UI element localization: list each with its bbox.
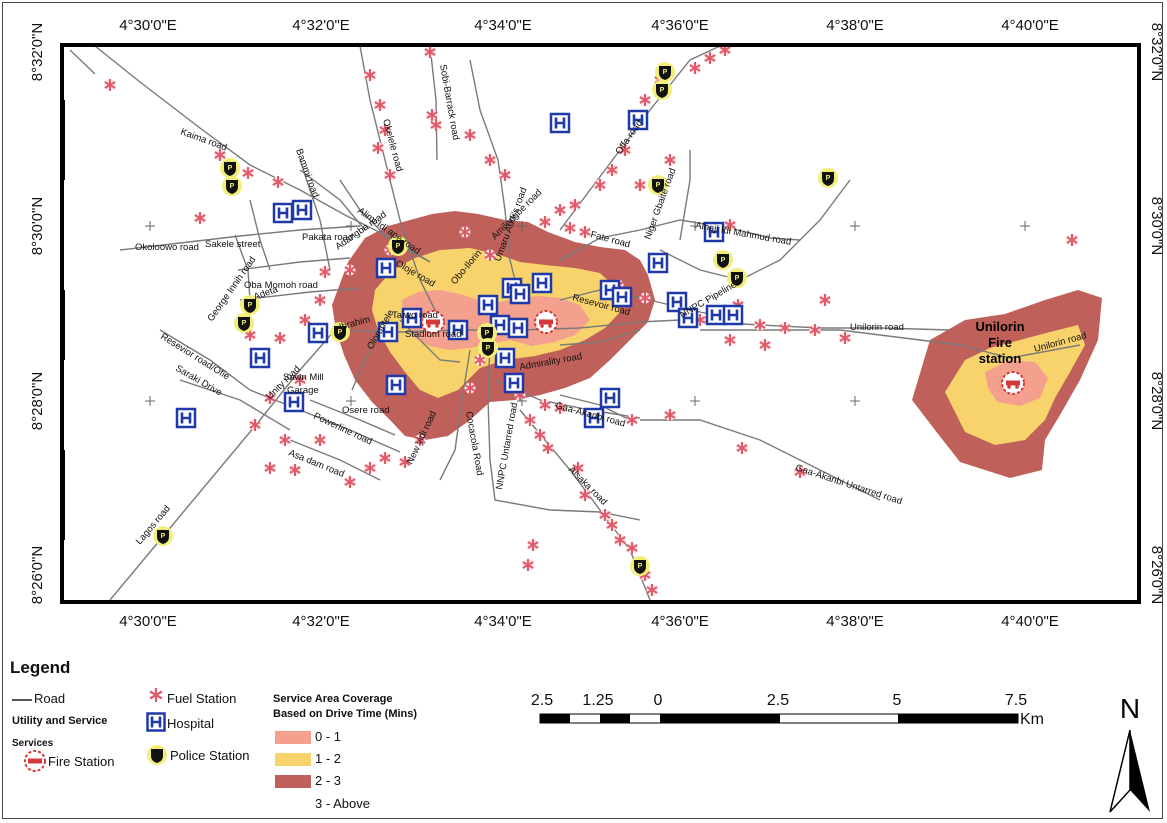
- lon-tick-label: 4°34'0"E: [474, 613, 532, 630]
- legend-zone-2-3-swatch: [275, 775, 311, 788]
- unilorin-fire-station-label: Unilorin Fire station: [975, 319, 1024, 366]
- legend-police-label: Police Station: [170, 748, 250, 763]
- lon-tick-label: 4°36'0"E: [651, 17, 709, 34]
- legend-fuel-label: Fuel Station: [167, 691, 237, 706]
- svg-text:Unilorin: Unilorin: [975, 319, 1024, 334]
- lat-tick-label: 8°28'0"N: [1148, 372, 1165, 430]
- graticule-crosses: [145, 221, 1030, 406]
- map-border-ticks: [60, 43, 1141, 604]
- hospital-h-icon: [146, 712, 166, 732]
- longitude-labels-top: 4°30'0"E 4°32'0"E 4°34'0"E 4°36'0"E 4°38…: [119, 17, 1059, 34]
- road-label: Taiwo road: [392, 310, 438, 321]
- north-arrow: N: [1109, 693, 1150, 813]
- road-label: Sawn Mill: [283, 372, 324, 383]
- lat-tick-label: 8°30'0"N: [1148, 197, 1165, 255]
- svg-text:station: station: [979, 351, 1022, 366]
- legend-fire-label: Fire Station: [48, 754, 115, 769]
- police-badge-icon: [147, 745, 167, 765]
- legend-road-label: Road: [34, 691, 66, 706]
- lon-tick-label: 4°40'0"E: [1001, 613, 1059, 630]
- lon-tick-label: 4°34'0"E: [474, 17, 532, 34]
- fire-icon: [24, 750, 46, 772]
- legend-road-line: [12, 699, 32, 701]
- north-arrow-label: N: [1120, 693, 1140, 724]
- asterisk-icon: [149, 688, 163, 702]
- longitude-labels-bottom: 4°30'0"E 4°32'0"E 4°34'0"E 4°36'0"E 4°38…: [119, 613, 1059, 630]
- road-label: Pakata road: [302, 232, 353, 243]
- lat-tick-label: 8°32'0"N: [1148, 23, 1165, 81]
- lat-tick-label: 8°30'0"N: [29, 197, 46, 255]
- road-label: Oba Momoh road: [244, 280, 318, 291]
- lon-tick-label: 4°32'0"E: [292, 613, 350, 630]
- lat-tick-label: 8°32'0"N: [29, 23, 46, 81]
- legend-zone-label: 3 - Above: [315, 796, 370, 811]
- road-label: Sakele street: [205, 239, 261, 250]
- legend-coverage-heading-1: Service Area Coverage: [273, 693, 393, 705]
- road-label: Okoloowo road: [135, 242, 199, 253]
- road-label: Unilorin road: [850, 322, 904, 333]
- legend-hospital-label: Hospital: [167, 716, 214, 731]
- legend-zone-0-1-swatch: [275, 731, 311, 744]
- road-label: Garage: [287, 385, 319, 396]
- lon-tick-label: 4°36'0"E: [651, 613, 709, 630]
- lon-tick-label: 4°30'0"E: [119, 17, 177, 34]
- legend-zone-1-2-swatch: [275, 753, 311, 766]
- scale-bar: 2.5 1.25 0 2.5 5 7.5 Km: [531, 692, 1044, 728]
- latitude-labels-left: 8°32'0"N 8°30'0"N 8°28'0"N 8°26'0"N: [29, 23, 46, 604]
- road-label: Stadium road: [405, 329, 462, 340]
- scale-label: 0: [654, 692, 663, 709]
- legend-zone-label: 0 - 1: [315, 729, 342, 744]
- scale-label: 2.5: [531, 692, 553, 709]
- scale-unit: Km: [1020, 711, 1044, 728]
- scale-label: 1.25: [582, 692, 613, 709]
- legend-utility-heading-1: Utility and Service: [12, 715, 108, 727]
- scale-label: 7.5: [1005, 692, 1027, 709]
- legend-title: Legend: [10, 658, 71, 677]
- latitude-labels-right: 8°32'0"N 8°30'0"N 8°28'0"N 8°26'0"N: [1148, 23, 1165, 604]
- lon-tick-label: 4°30'0"E: [119, 613, 177, 630]
- lat-tick-label: 8°26'0"N: [1148, 546, 1165, 604]
- road-label: Osere road: [342, 405, 390, 416]
- lat-tick-label: 8°28'0"N: [29, 372, 46, 430]
- legend: Legend Road Utility and Service Services…: [10, 658, 510, 818]
- lat-tick-label: 8°26'0"N: [29, 546, 46, 604]
- scale-label: 5: [893, 692, 902, 709]
- lon-tick-label: 4°32'0"E: [292, 17, 350, 34]
- legend-coverage-heading-2: Based on Drive Time (Mins): [273, 708, 418, 720]
- legend-utility-heading-2: Services: [12, 738, 54, 749]
- lon-tick-label: 4°38'0"E: [826, 613, 884, 630]
- lon-tick-label: 4°38'0"E: [826, 17, 884, 34]
- legend-zone-label: 2 - 3: [315, 773, 342, 788]
- svg-text:Fire: Fire: [988, 335, 1012, 350]
- scale-label: 2.5: [767, 692, 789, 709]
- lon-tick-label: 4°40'0"E: [1001, 17, 1059, 34]
- legend-zone-label: 1 - 2: [315, 751, 342, 766]
